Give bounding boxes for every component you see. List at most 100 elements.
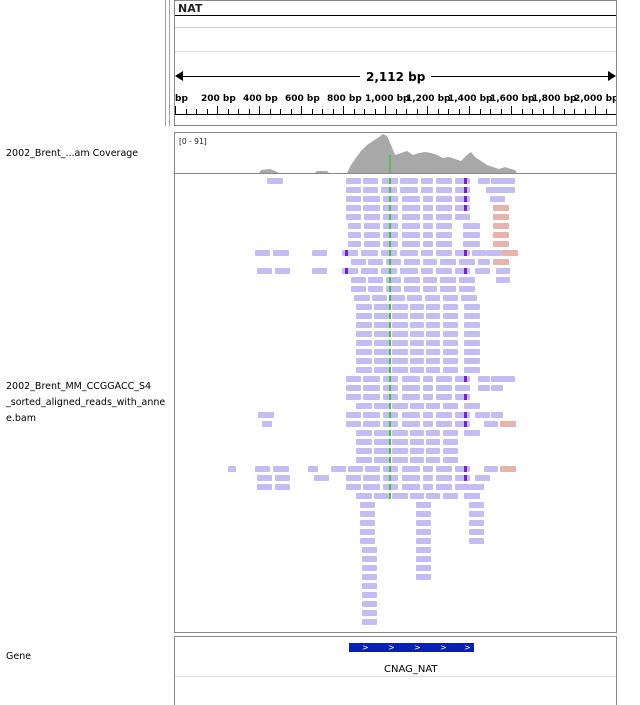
aligned-read[interactable] [478,385,490,391]
aligned-read[interactable] [493,223,509,229]
aligned-read[interactable] [410,457,424,463]
aligned-read[interactable] [436,421,452,427]
aligned-read[interactable] [443,295,458,301]
aligned-read[interactable] [423,214,433,220]
aligned-read[interactable] [374,304,389,310]
aligned-read[interactable] [426,448,440,454]
aligned-read[interactable] [356,322,372,328]
aligned-read[interactable] [275,268,290,274]
aligned-read[interactable] [363,475,380,481]
aligned-read[interactable] [496,277,510,283]
aligned-read[interactable] [423,385,433,391]
aligned-read[interactable] [363,412,380,418]
aligned-read[interactable] [426,457,440,463]
aligned-read[interactable] [440,286,456,292]
aligned-read[interactable] [374,457,389,463]
aligned-read[interactable] [436,484,452,490]
aligned-read[interactable] [410,358,424,364]
aligned-read[interactable] [348,241,361,247]
aligned-read[interactable] [346,484,361,490]
aligned-read[interactable] [362,592,377,598]
aligned-read[interactable] [400,187,418,193]
aligned-read[interactable] [342,268,358,274]
aligned-read[interactable] [459,286,475,292]
aligned-read[interactable] [443,430,458,436]
aligned-read[interactable] [470,484,484,490]
aligned-read[interactable] [426,340,440,346]
aligned-read[interactable] [436,223,452,229]
aligned-read[interactable] [423,232,433,238]
alignment-track-label-line-2[interactable]: _sorted_aligned_reads_with_anne [6,397,166,408]
aligned-read[interactable] [475,475,490,481]
aligned-read[interactable] [410,439,424,445]
aligned-read[interactable] [348,223,361,229]
aligned-read[interactable] [362,583,377,589]
aligned-read[interactable] [363,394,380,400]
aligned-read[interactable] [423,259,437,265]
aligned-read[interactable] [356,313,372,319]
aligned-read[interactable] [426,322,440,328]
aligned-read[interactable] [374,358,389,364]
aligned-read[interactable] [314,475,329,481]
aligned-read[interactable] [361,250,378,256]
aligned-read[interactable] [392,439,408,445]
aligned-read[interactable] [312,268,327,274]
aligned-read[interactable] [364,241,380,247]
aligned-read[interactable] [416,502,431,508]
aligned-read[interactable] [374,439,389,445]
aligned-read[interactable] [386,277,401,283]
aligned-read[interactable] [392,349,408,355]
aligned-read[interactable] [502,250,518,256]
aligned-read[interactable] [423,484,433,490]
aligned-read[interactable] [491,385,503,391]
aligned-read[interactable] [436,466,452,472]
aligned-read[interactable] [421,268,433,274]
aligned-read[interactable] [455,412,470,418]
aligned-read[interactable] [426,493,440,499]
aligned-read[interactable] [423,223,433,229]
aligned-read[interactable] [493,205,509,211]
aligned-read[interactable] [410,304,424,310]
aligned-read[interactable] [478,178,490,184]
aligned-read[interactable] [493,232,509,238]
aligned-read[interactable] [421,187,433,193]
aligned-read[interactable] [440,277,456,283]
aligned-read[interactable] [490,196,505,202]
aligned-read[interactable] [364,232,380,238]
aligned-read[interactable] [374,331,389,337]
aligned-read[interactable] [348,466,363,472]
aligned-read[interactable] [421,178,433,184]
aligned-read[interactable] [392,448,408,454]
aligned-read[interactable] [410,331,424,337]
aligned-read[interactable] [423,394,433,400]
aligned-read[interactable] [346,412,361,418]
aligned-read[interactable] [443,331,458,337]
aligned-read[interactable] [425,295,440,301]
aligned-read[interactable] [455,394,470,400]
aligned-read[interactable] [443,457,458,463]
aligned-read[interactable] [273,250,289,256]
aligned-read[interactable] [402,466,420,472]
aligned-read[interactable] [267,178,283,184]
aligned-read[interactable] [402,484,420,490]
aligned-read[interactable] [416,529,431,535]
aligned-read[interactable] [464,313,480,319]
aligned-read[interactable] [410,493,424,499]
aligned-read[interactable] [455,196,470,202]
aligned-read[interactable] [443,358,458,364]
aligned-read[interactable] [463,232,480,238]
aligned-read[interactable] [356,358,372,364]
aligned-read[interactable] [464,403,480,409]
aligned-read[interactable] [346,205,361,211]
aligned-read[interactable] [436,178,452,184]
aligned-read[interactable] [455,475,470,481]
aligned-read[interactable] [402,421,420,427]
aligned-read[interactable] [416,565,431,571]
aligned-read[interactable] [356,430,372,436]
aligned-read[interactable] [469,520,484,526]
aligned-read[interactable] [410,340,424,346]
aligned-read[interactable] [464,331,480,337]
aligned-read[interactable] [392,358,408,364]
aligned-read[interactable] [342,250,358,256]
aligned-read[interactable] [257,484,272,490]
